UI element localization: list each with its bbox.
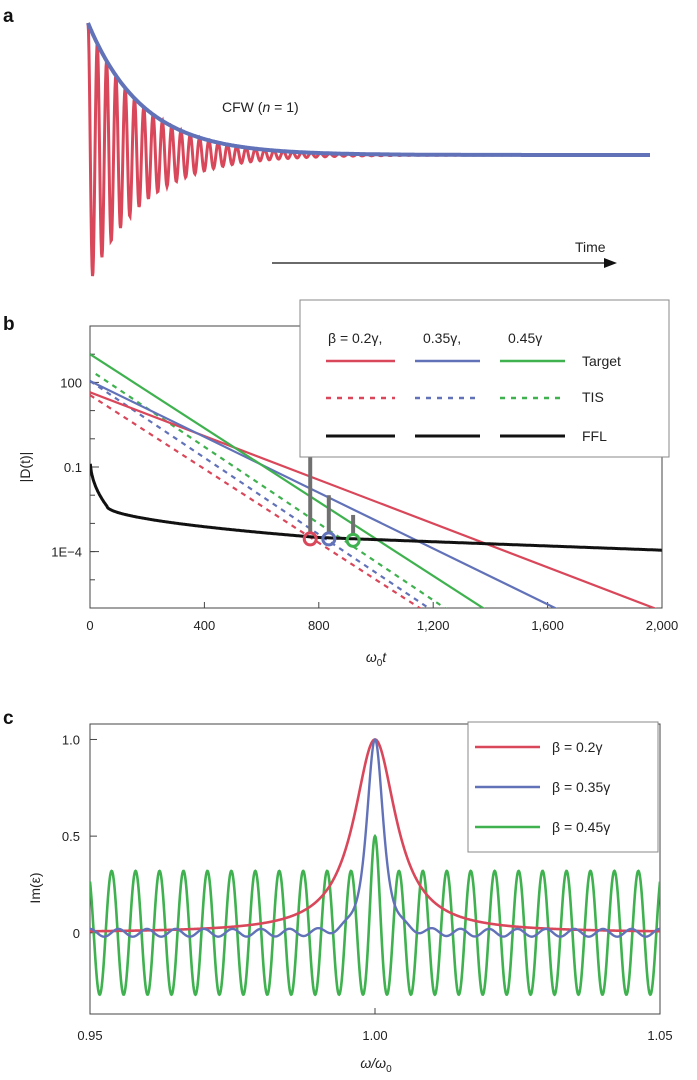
tis-line xyxy=(90,380,431,608)
panel-b-series xyxy=(90,353,662,608)
marker-circle xyxy=(321,531,337,547)
cfw-label-suffix: = 1) xyxy=(270,99,298,115)
panel-a-oscillation-line xyxy=(86,22,650,277)
panel-c-legend: β = 0.2γ β = 0.35γ β = 0.45γ xyxy=(467,721,659,853)
panel-b-ylabel: |D(t)| xyxy=(17,452,33,483)
legend-c-entry-3: β = 0.45γ xyxy=(552,819,610,835)
c-ytick-label: 0 xyxy=(73,926,80,941)
time-arrow-head xyxy=(604,258,617,268)
panel-c-letter: c xyxy=(3,708,14,729)
b-ytick-label: 100 xyxy=(60,375,82,390)
b-xlabel-main: ω xyxy=(366,649,377,665)
target-line xyxy=(90,380,558,608)
panel-b-y-axis: 100 0.1 1E−4 xyxy=(51,325,99,609)
tis-line xyxy=(90,394,422,608)
legend-b-row-tis: TIS xyxy=(582,389,604,405)
panel-c-ylabel: Im(ε) xyxy=(27,872,43,903)
panel-b-legend: β = 0.2γ, 0.35γ, 0.45γ Target TIS FFL xyxy=(299,299,670,458)
b-xtick-label: 0 xyxy=(86,618,93,633)
panel-a-letter: a xyxy=(3,6,14,27)
legend-b-row-ffl: FFL xyxy=(582,428,607,444)
tis-line xyxy=(95,372,447,608)
series-line-0.35 xyxy=(90,738,660,938)
panel-b-letter: b xyxy=(3,314,15,335)
marker-circle xyxy=(345,532,361,548)
c-xtick-label: 0.95 xyxy=(77,1028,102,1043)
panel-c: c 0.95 1.00 1.05 1.00.50 ω/ω0 Im(ε) β = 0.… xyxy=(3,708,673,1075)
panel-c-series xyxy=(90,738,660,997)
b-xtick-label: 2,000 xyxy=(646,618,679,633)
legend-c-swatches xyxy=(475,745,540,829)
legend-b-row-target: Target xyxy=(582,353,621,369)
panel-b-xlabel: ω0t xyxy=(366,649,387,669)
b-xtick-label: 400 xyxy=(194,618,216,633)
panel-c-x-axis: 0.95 1.00 1.05 xyxy=(77,1008,673,1043)
c-xtick-label: 1.05 xyxy=(647,1028,672,1043)
c-xlabel-main: ω/ω xyxy=(360,1055,386,1071)
legend-c-entry-1: β = 0.2γ xyxy=(552,739,602,755)
panel-c-xlabel: ω/ω0 xyxy=(360,1055,392,1075)
b-xlabel-tail: t xyxy=(382,649,387,665)
c-xlabel-sub: 0 xyxy=(386,1064,392,1075)
panel-b-markers xyxy=(302,444,361,548)
legend-b-header-2: 0.35γ, xyxy=(423,330,461,346)
b-xtick-label: 800 xyxy=(308,618,330,633)
panel-a: a CFW (n = 1) Time xyxy=(3,6,650,277)
b-xlabel-sub: 0 xyxy=(377,658,383,669)
legend-b-header-3: 0.45γ xyxy=(508,330,542,346)
panel-b-x-axis: 0 400 800 1,200 1,600 2,000 xyxy=(86,602,678,633)
panel-a-time-label: Time xyxy=(575,239,606,255)
b-xtick-label: 1,200 xyxy=(417,618,450,633)
c-xtick-label: 1.00 xyxy=(362,1028,387,1043)
legend-b-swatches xyxy=(326,359,565,438)
cfw-label-prefix: CFW ( xyxy=(222,99,263,115)
b-ytick-label: 0.1 xyxy=(64,460,82,475)
c-ytick-label: 0.5 xyxy=(62,829,80,844)
legend-b-header-1: β = 0.2γ, xyxy=(328,330,382,346)
cfw-label-n: n xyxy=(262,99,270,115)
ffl-line xyxy=(90,463,662,552)
target-line xyxy=(90,391,657,608)
b-xtick-label: 1,600 xyxy=(531,618,564,633)
legend-c-entry-2: β = 0.35γ xyxy=(552,779,610,795)
b-ytick-label: 1E−4 xyxy=(51,545,82,560)
c-ytick-label: 1.0 xyxy=(62,732,80,747)
series-line-0.45 xyxy=(90,833,660,997)
panel-c-y-axis: 1.0 0.5 0 xyxy=(62,732,97,941)
panel-a-envelope-line xyxy=(86,22,650,157)
marker-circle xyxy=(302,531,318,547)
panel-b-legend-box xyxy=(299,299,670,458)
panel-a-cfw-label: CFW (n = 1) xyxy=(222,99,299,115)
